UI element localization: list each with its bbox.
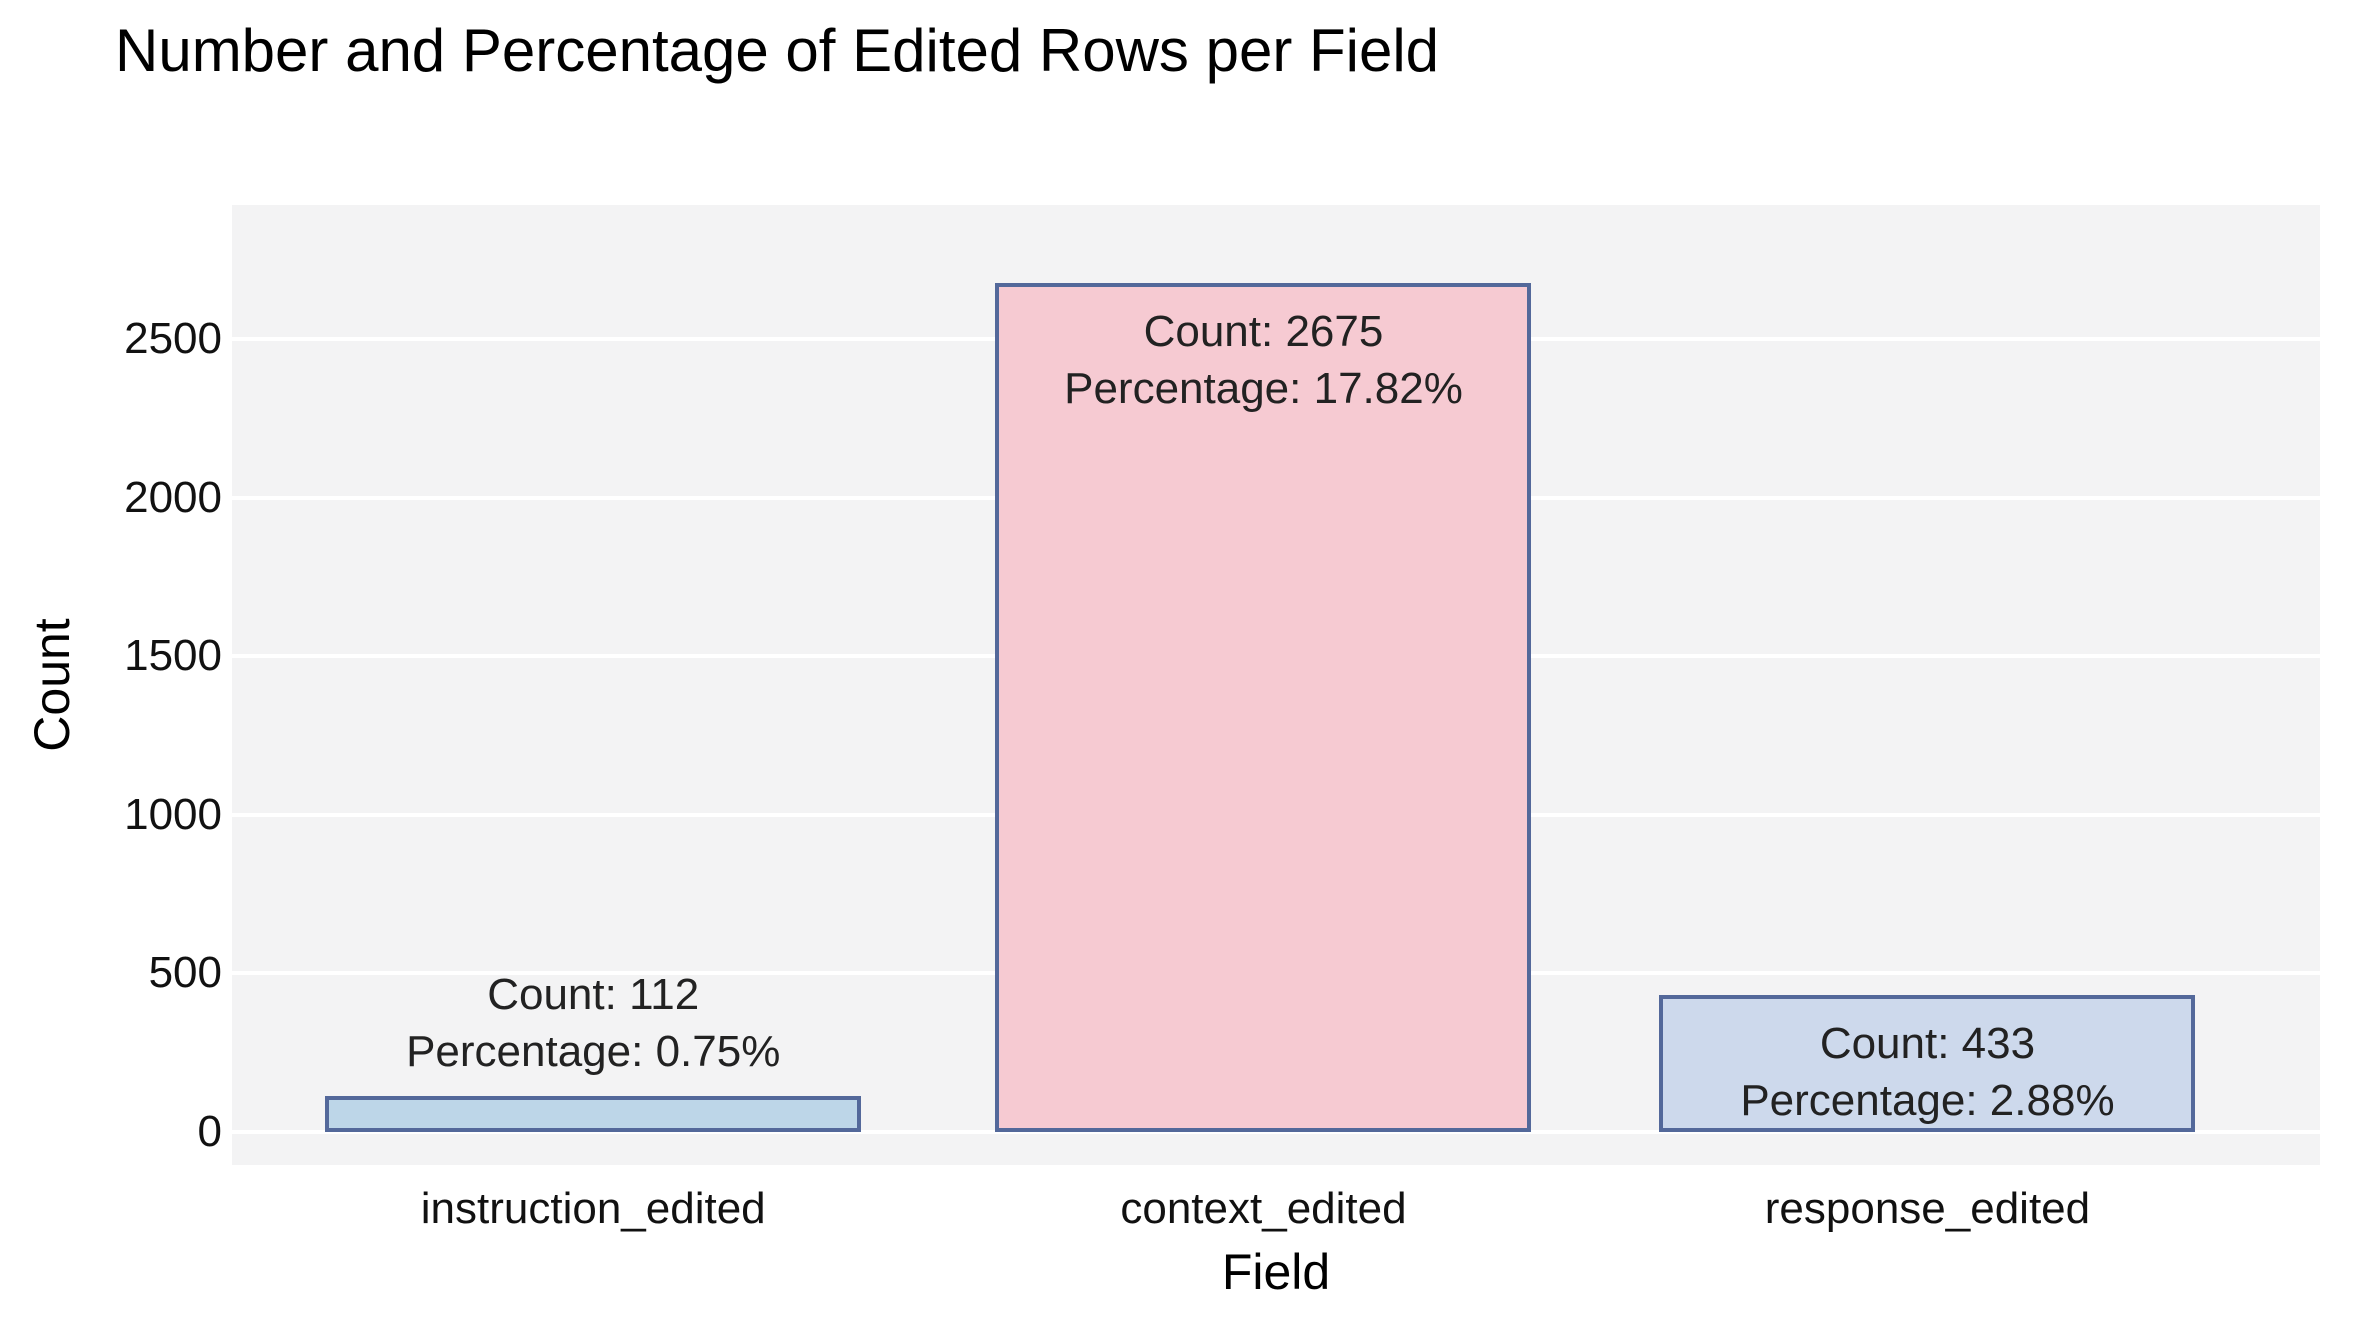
x-tick-label-response_edited: response_edited (1764, 1184, 2091, 1233)
bar-annotation-line: Count: 112 (487, 970, 700, 1020)
bar-response_edited (1659, 994, 2196, 1133)
x-tick-label-instruction_edited: instruction_edited (420, 1184, 766, 1233)
y-axis-title: Count (24, 618, 80, 752)
y-tick-label: 0 (197, 1107, 222, 1156)
bar-annotation-line: Percentage: 0.75% (406, 1027, 781, 1077)
x-axis-title: Field (1221, 1244, 1331, 1300)
y-tick-label: 1500 (124, 631, 222, 681)
gridline (232, 1130, 2320, 1135)
y-tick-label: 500 (148, 948, 222, 998)
plot-area: Count: 112 Percentage: 0.75% Count: 2675 Pe… (232, 205, 2320, 1165)
y-tick-label: 2500 (124, 313, 222, 363)
bar-annotation-line: Percentage: 17.82% (1064, 364, 1463, 414)
bar-annotation-line: Count: 2675 (1143, 307, 1384, 357)
bar-annotation: Count: 433 Percentage: 2.88% (1607, 1015, 2247, 1129)
y-tick-label: 1000 (124, 789, 222, 839)
y-tick-label: 2000 (124, 472, 222, 522)
chart-title: Number and Percentage of Edited Rows per… (115, 17, 1440, 84)
bar-annotation: Count: 112 Percentage: 0.75% (273, 966, 913, 1080)
bar-annotation-line: Percentage: 2.88% (1740, 1075, 2115, 1125)
bar-instruction_edited (325, 1096, 862, 1133)
bar-annotation: Count: 2675 Percentage: 17.82% (943, 303, 1583, 417)
bar-annotation-line: Count: 433 (1819, 1018, 2036, 1068)
x-tick-label-context_edited: context_edited (1120, 1184, 1407, 1233)
bar-context_edited (995, 283, 1532, 1133)
